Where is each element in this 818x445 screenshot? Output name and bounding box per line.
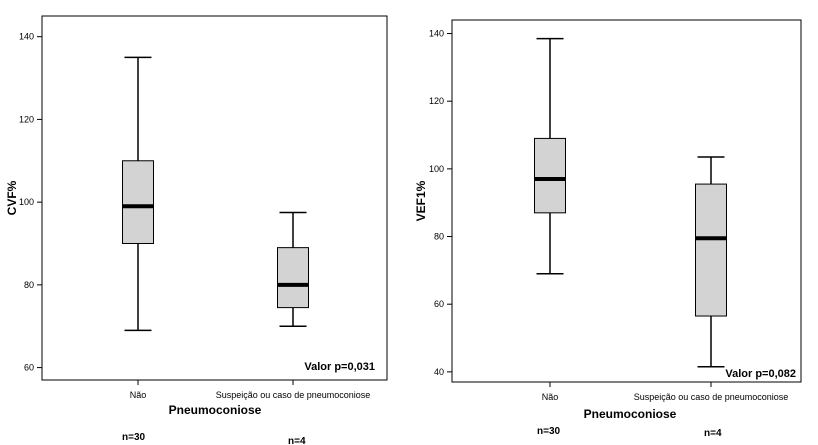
x-category-label: Suspeição ou caso de pneumoconiose bbox=[216, 390, 371, 400]
y-axis-label: VEF1% bbox=[414, 180, 428, 221]
y-tick-label: 80 bbox=[24, 280, 34, 290]
x-category-label: Suspeição ou caso de pneumoconiose bbox=[634, 392, 789, 402]
x-axis-label: Pneumoconiose bbox=[584, 407, 677, 421]
iqr-box bbox=[277, 247, 309, 309]
p-value-annotation: Valor p=0,082 bbox=[725, 368, 796, 380]
x-axis-label: Pneumoconiose bbox=[169, 403, 262, 417]
sample-size-label: n=4 bbox=[288, 436, 306, 445]
iqr-box bbox=[534, 137, 566, 214]
y-tick-label: 120 bbox=[429, 96, 444, 106]
cvf-boxplot-panel: 60 80 100 120 140 CVF% Não Suspeição ou caso de… bbox=[5, 15, 388, 445]
y-tick-label: 80 bbox=[434, 232, 444, 242]
x-category-label: Não bbox=[130, 390, 147, 400]
y-tick-label: 140 bbox=[19, 32, 34, 42]
vef1-boxplot-panel: 40 60 80 100 120 140 VEF1% Não Suspeição ou caso… bbox=[414, 19, 802, 439]
box-2 bbox=[277, 211, 309, 327]
x-category-label: Não bbox=[542, 392, 559, 402]
y-tick-label: 60 bbox=[24, 363, 34, 373]
iqr-box bbox=[122, 160, 154, 244]
box-2 bbox=[695, 156, 727, 368]
sample-size-label: n=30 bbox=[537, 426, 561, 437]
box-1 bbox=[534, 37, 566, 275]
sample-size-label: n=30 bbox=[122, 432, 146, 443]
sample-size-label: n=4 bbox=[704, 428, 722, 439]
y-tick-label: 100 bbox=[19, 197, 34, 207]
y-tick-label: 120 bbox=[19, 114, 34, 124]
p-value-annotation: Valor p=0,031 bbox=[304, 361, 375, 373]
plot-frame bbox=[451, 19, 802, 383]
plot-frame bbox=[41, 15, 388, 381]
box-1 bbox=[122, 56, 154, 332]
y-axis-label: CVF% bbox=[5, 180, 19, 215]
y-tick-label: 40 bbox=[434, 367, 444, 377]
y-tick-label: 60 bbox=[434, 299, 444, 309]
y-tick-label: 140 bbox=[429, 29, 444, 39]
iqr-box bbox=[695, 183, 727, 317]
y-tick-label: 100 bbox=[429, 164, 444, 174]
